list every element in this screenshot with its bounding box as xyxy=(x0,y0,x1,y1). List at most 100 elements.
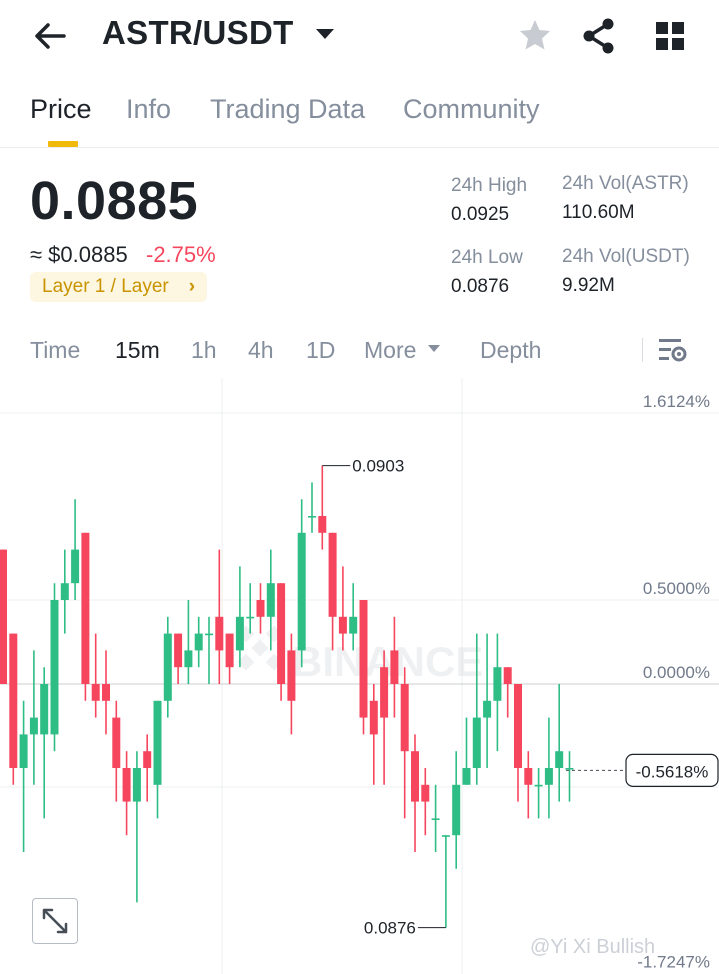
candle-body xyxy=(359,600,368,718)
candle xyxy=(0,549,7,684)
interval-4h[interactable]: 4h xyxy=(248,337,274,363)
candle-body xyxy=(318,516,327,533)
candle xyxy=(555,684,564,802)
tab-community[interactable]: Community xyxy=(403,94,540,124)
candle xyxy=(40,667,49,819)
candle xyxy=(174,633,183,684)
candle-body xyxy=(50,600,59,735)
chart-settings-icon[interactable] xyxy=(656,336,688,364)
candle xyxy=(544,717,553,819)
candle xyxy=(565,751,574,802)
author-watermark: @Yi Xi Bullish xyxy=(530,936,656,958)
candle xyxy=(184,600,193,684)
candle xyxy=(514,684,522,802)
low-label: 24h Low xyxy=(451,247,523,268)
candle-body xyxy=(29,717,38,735)
candlestick-chart[interactable]: BINANCE 1.6124%0.5000%0.0000%-1.7247%-0.… xyxy=(0,378,719,974)
category-tag[interactable]: Layer 1 / Layer › xyxy=(30,272,208,302)
candle xyxy=(452,751,461,869)
trading-pair-title[interactable]: ASTR/USDT xyxy=(102,14,294,51)
max-marker-label: 0.0903 xyxy=(352,457,404,476)
candle-body xyxy=(297,532,306,651)
candle-body xyxy=(411,751,419,802)
candle-body xyxy=(380,667,389,718)
interval-1h[interactable]: 1h xyxy=(191,337,217,363)
low-value: 0.0876 xyxy=(451,276,510,297)
caret-down-icon[interactable] xyxy=(314,26,336,42)
interval-time[interactable]: Time xyxy=(30,337,81,363)
tab-price[interactable]: Price xyxy=(30,94,92,124)
star-icon[interactable] xyxy=(518,18,552,52)
candle-body xyxy=(493,667,502,701)
candle xyxy=(411,734,419,852)
interval-more[interactable]: More xyxy=(364,337,441,364)
candle xyxy=(462,717,471,785)
candle xyxy=(431,784,440,852)
tab-info[interactable]: Info xyxy=(126,94,172,124)
candle-body xyxy=(462,768,471,785)
category-tag-label: Layer 1 / Layer xyxy=(42,276,169,297)
candle-body xyxy=(0,549,7,684)
active-tab-indicator xyxy=(48,141,78,147)
current-change-box xyxy=(625,753,719,787)
vol-base-label: 24h Vol(ASTR) xyxy=(562,173,689,194)
divider xyxy=(0,147,719,148)
candle-body xyxy=(555,751,564,768)
vol-quote-label: 24h Vol(USDT) xyxy=(562,246,690,267)
candles xyxy=(0,465,574,928)
candle-body xyxy=(472,717,481,768)
fullscreen-button[interactable] xyxy=(32,898,78,944)
candle xyxy=(19,700,28,852)
candle xyxy=(205,616,213,684)
candle xyxy=(143,734,152,802)
extreme-markers: 0.0903 0.0876 xyxy=(322,457,446,938)
candle xyxy=(132,751,141,903)
candle xyxy=(287,633,296,735)
y-axis-label: 0.0000% xyxy=(643,663,710,682)
candle xyxy=(235,566,244,668)
grid-menu-icon[interactable] xyxy=(654,20,686,52)
divider xyxy=(642,338,643,362)
current-change-label: -0.5618% xyxy=(636,762,709,781)
candle-body xyxy=(184,650,193,668)
interval-15m[interactable]: 15m xyxy=(115,337,160,363)
candle xyxy=(91,633,100,718)
candle-body xyxy=(40,684,49,735)
chevron-right-icon: › xyxy=(188,276,196,297)
share-icon[interactable] xyxy=(582,18,616,54)
interval-1d[interactable]: 1D xyxy=(306,337,336,363)
candle-body xyxy=(19,734,28,768)
tab-trading-data[interactable]: Trading Data xyxy=(210,94,366,124)
candle-body xyxy=(534,784,543,787)
candle xyxy=(29,650,38,785)
candle-body xyxy=(60,583,69,600)
candle-body xyxy=(277,583,286,684)
candle-body xyxy=(431,818,440,820)
candle xyxy=(524,751,533,819)
candle-body xyxy=(194,633,203,651)
candle-body xyxy=(524,768,533,785)
candle-body xyxy=(163,633,172,701)
candle xyxy=(102,650,110,735)
candle xyxy=(225,633,234,684)
candle-body xyxy=(205,633,213,636)
depth-tab[interactable]: Depth xyxy=(480,337,542,363)
interval-more-label: More xyxy=(364,337,417,363)
candle-body xyxy=(215,616,224,651)
candle-body xyxy=(328,532,337,617)
header-bar: ASTR/USDT xyxy=(0,0,719,75)
candle xyxy=(256,583,265,634)
candle-body xyxy=(544,768,553,785)
candle-body xyxy=(122,768,131,802)
candle xyxy=(194,616,203,668)
candle xyxy=(297,499,306,668)
candle xyxy=(246,583,255,634)
candle xyxy=(380,650,389,785)
back-arrow-icon[interactable] xyxy=(32,20,68,52)
high-label: 24h High xyxy=(451,175,528,196)
candle-body xyxy=(441,835,450,837)
candle xyxy=(50,583,59,752)
candle-body xyxy=(421,784,430,802)
candle-body xyxy=(143,751,152,768)
price-change-percent: -2.75% xyxy=(146,242,216,267)
